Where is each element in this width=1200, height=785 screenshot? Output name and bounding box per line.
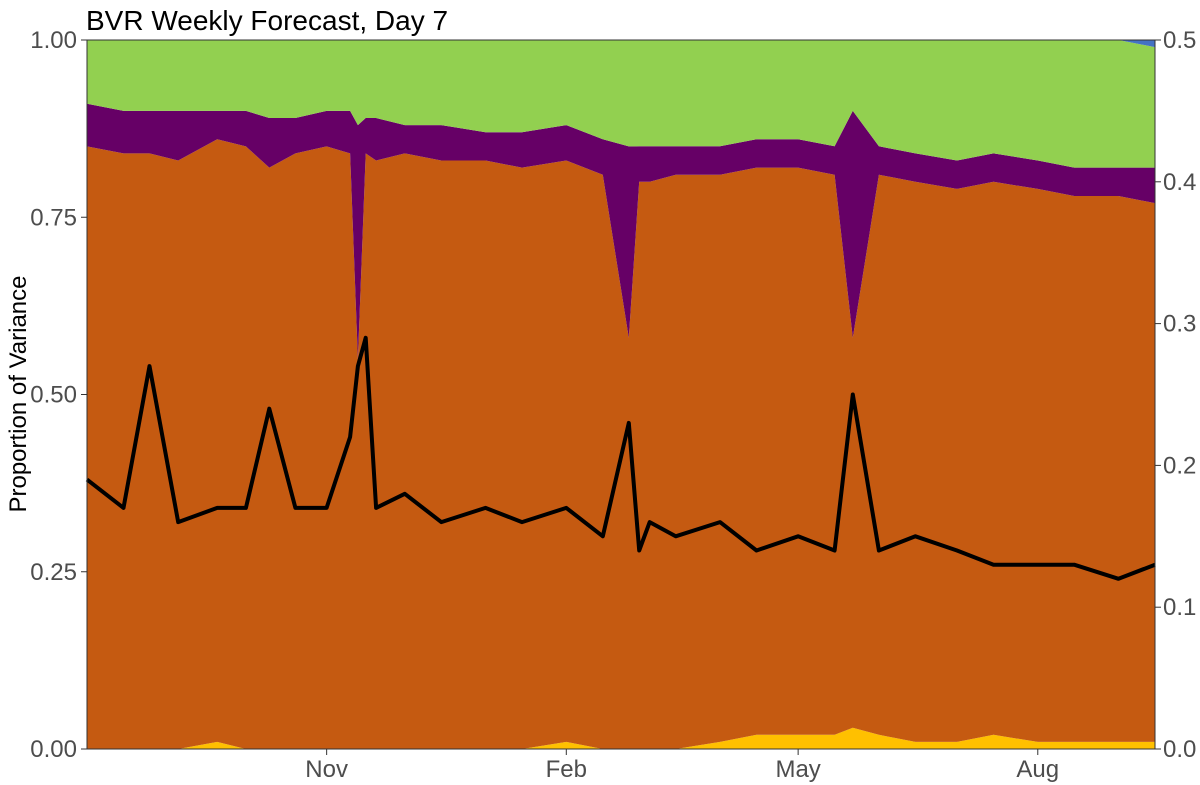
area-layer-1 [87, 727, 1155, 749]
x-tick-label: Nov [305, 756, 348, 783]
y-left-tick-label: 0.25 [30, 559, 77, 586]
y-left-tick-label: 1.00 [30, 27, 77, 54]
x-tick-label: Feb [546, 756, 587, 783]
y-right-tick-label: 0.0 [1163, 736, 1196, 763]
line-layer [85, 335, 1156, 581]
x-tick-label: May [775, 756, 820, 783]
y-left-tick-label: 0.50 [30, 382, 77, 409]
y-left-tick-label: 0.00 [30, 736, 77, 763]
y-axis-left: 0.00 0.25 0.50 0.75 1.00 [30, 27, 87, 763]
plot-area [87, 40, 1155, 750]
x-tick-label: Aug [1016, 756, 1059, 783]
area-layer-3 [87, 103, 1155, 359]
chart-title: BVR Weekly Forecast, Day 7 [86, 5, 448, 36]
y-right-tick-label: 0.2 [1163, 452, 1196, 479]
y-axis-right: 0.0 0.1 0.2 0.3 0.4 0.5 [1155, 27, 1196, 763]
y-right-tick-label: 0.4 [1163, 169, 1196, 196]
y-axis-title: Proportion of Variance [5, 275, 32, 512]
y-right-tick-label: 0.1 [1163, 594, 1196, 621]
y-left-tick-label: 0.75 [30, 204, 77, 231]
area-layer-4 [87, 40, 1155, 168]
area-layer-2 [87, 139, 1155, 750]
x-axis: Nov Feb May Aug [305, 749, 1059, 783]
y-right-tick-label: 0.5 [1163, 27, 1196, 54]
y-right-tick-label: 0.3 [1163, 311, 1196, 338]
variance-line [85, 335, 1156, 581]
